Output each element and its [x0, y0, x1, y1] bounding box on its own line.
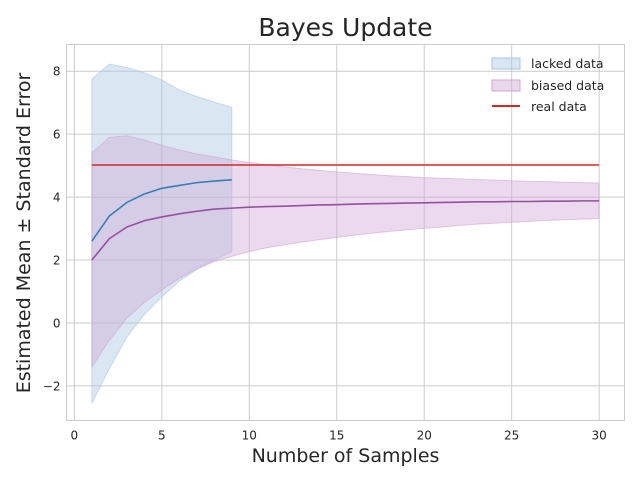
x-tick-label: 20: [417, 429, 432, 443]
x-axis-label: Number of Samples: [252, 445, 440, 467]
legend-swatch-lacked-data: [491, 57, 521, 70]
x-tick-label: 15: [329, 429, 344, 443]
y-tick-label: 4: [53, 191, 61, 205]
y-tick-label: 0: [53, 316, 61, 330]
plot-background: [66, 44, 625, 421]
series-lines: [91, 164, 600, 261]
x-tick-label: 0: [71, 429, 79, 443]
chart-title: Bayes Update: [258, 13, 432, 42]
y-tick-label: 2: [53, 254, 61, 268]
y-tick-label: 8: [53, 65, 61, 79]
line-biased-data: [91, 200, 600, 261]
x-tick-label: 10: [242, 429, 257, 443]
x-tick-label: 5: [158, 429, 166, 443]
x-tick-label: 30: [591, 429, 606, 443]
grid-lines: [66, 44, 625, 421]
x-tick-label: 25: [504, 429, 519, 443]
legend-label-lacked-data: lacked data: [531, 56, 604, 71]
legend-swatch-biased-data: [491, 79, 521, 92]
y-tick-label: 6: [53, 128, 61, 142]
x-tick-labels: 0 5 10 15 20 25 30: [71, 429, 607, 443]
line-lacked-data: [91, 179, 232, 242]
y-tick-labels: −2 0 2 4 6 8: [43, 65, 61, 394]
legend-label-biased-data: biased data: [531, 78, 604, 93]
legend-label-real-data: real data: [531, 99, 587, 114]
y-tick-label: −2: [43, 379, 61, 393]
y-axis-label: Estimated Mean ± Standard Error: [13, 73, 35, 394]
legend: lacked data biased data real data: [491, 56, 604, 114]
